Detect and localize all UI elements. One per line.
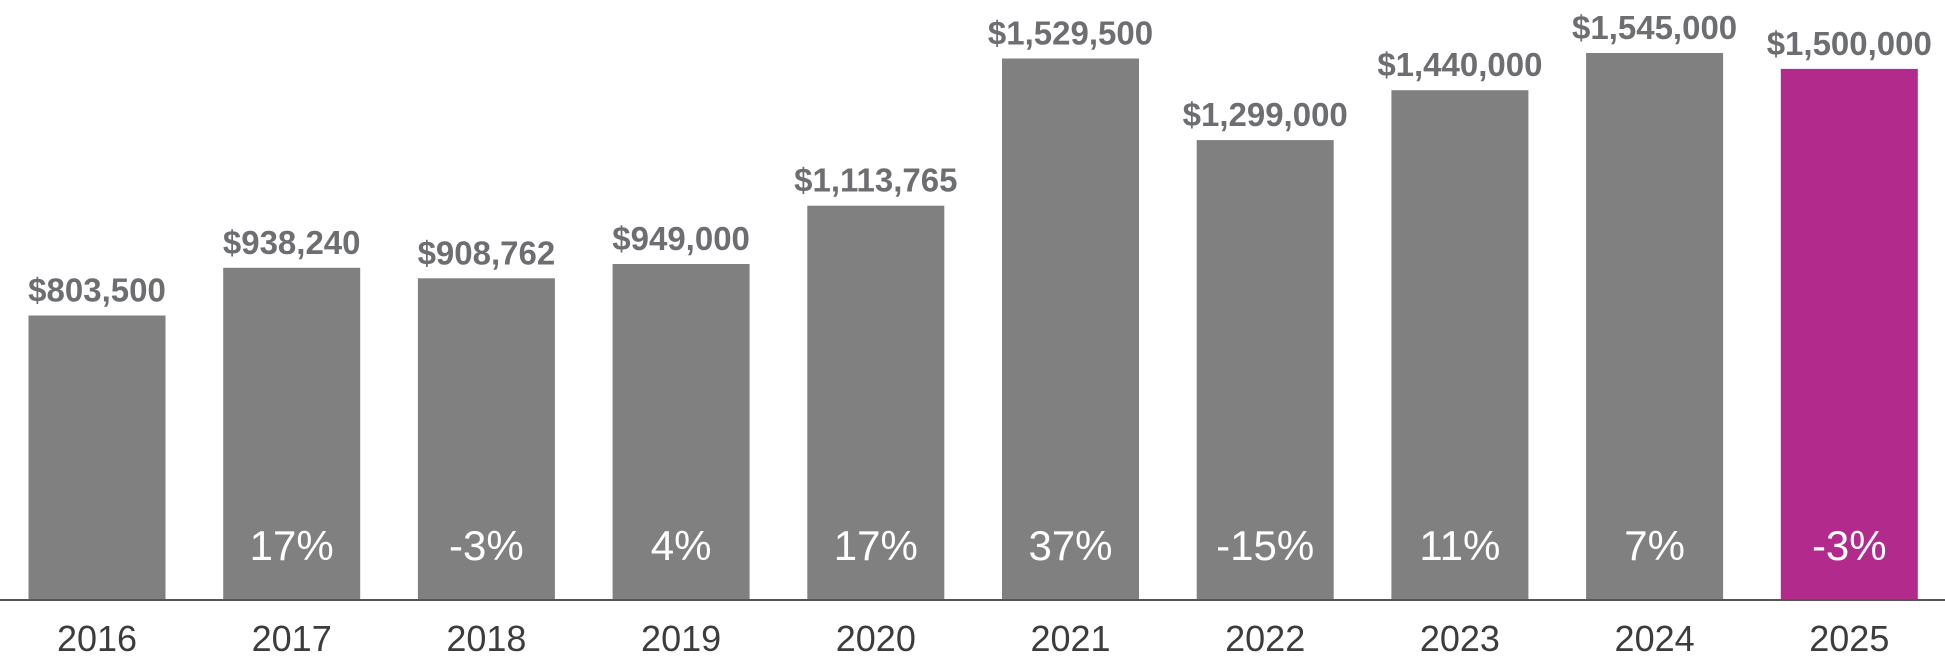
value-label-2025: $1,500,000: [1767, 25, 1932, 62]
change-label-2024: 7%: [1624, 522, 1685, 569]
change-labels-layer: 17% -3% 4% 17% 37% -15% 11% 7% -3%: [250, 522, 1887, 569]
bar-2025: [1780, 68, 1918, 600]
value-label-2016: $803,500: [28, 272, 166, 309]
change-label-2018: -3%: [449, 522, 524, 569]
x-tick-label-2024: 2024: [1615, 618, 1695, 659]
value-label-2018: $908,762: [418, 234, 556, 271]
bar-2021: [1002, 58, 1139, 600]
x-tick-label-2019: 2019: [641, 618, 721, 659]
value-label-2023: $1,440,000: [1377, 46, 1542, 83]
change-label-2022: -15%: [1216, 522, 1314, 569]
change-label-2017: 17%: [250, 522, 334, 569]
value-label-2019: $949,000: [612, 220, 750, 257]
value-label-2024: $1,545,000: [1572, 9, 1737, 46]
change-label-2023: 11%: [1419, 522, 1500, 569]
value-labels-layer: $803,500 $938,240 $908,762 $949,000 $1,113,7…: [28, 9, 1932, 309]
bar-2023: [1391, 90, 1529, 600]
change-label-2021: 37%: [1028, 522, 1112, 569]
bar-2020: [807, 205, 945, 600]
bar-2017: [223, 267, 361, 600]
x-tick-label-2021: 2021: [1030, 618, 1110, 659]
value-label-2021: $1,529,500: [988, 15, 1153, 52]
change-label-2020: 17%: [834, 522, 918, 569]
bar-2024: [1586, 53, 1724, 600]
x-tick-label-2022: 2022: [1225, 618, 1305, 659]
x-tick-label-2016: 2016: [57, 618, 137, 659]
x-tick-label-2023: 2023: [1420, 618, 1500, 659]
change-label-2025: -3%: [1812, 522, 1887, 569]
x-axis-tick-labels: 2016 2017 2018 2019 2020 2021 2022 2023 2024 2025: [57, 618, 1889, 659]
value-label-2022: $1,299,000: [1183, 96, 1348, 133]
bars-layer: [28, 53, 1918, 600]
bar-2019: [612, 264, 750, 600]
bar-2018: [417, 278, 555, 600]
value-label-2020: $1,113,765: [794, 162, 957, 199]
x-tick-label-2018: 2018: [446, 618, 526, 659]
x-tick-label-2020: 2020: [836, 618, 916, 659]
change-label-2019: 4%: [651, 522, 712, 569]
bar-2016: [28, 315, 166, 600]
x-tick-label-2017: 2017: [252, 618, 332, 659]
bar-2022: [1196, 140, 1334, 600]
value-label-2017: $938,240: [223, 224, 361, 261]
x-tick-label-2025: 2025: [1809, 618, 1889, 659]
